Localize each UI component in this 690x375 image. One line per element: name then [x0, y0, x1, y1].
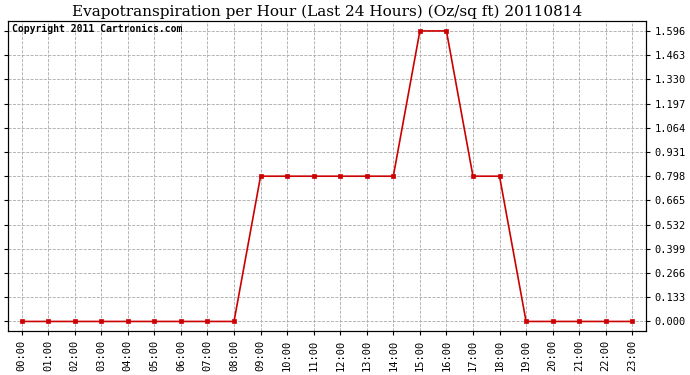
Text: Copyright 2011 Cartronics.com: Copyright 2011 Cartronics.com [12, 24, 182, 34]
Title: Evapotranspiration per Hour (Last 24 Hours) (Oz/sq ft) 20110814: Evapotranspiration per Hour (Last 24 Hou… [72, 4, 582, 18]
